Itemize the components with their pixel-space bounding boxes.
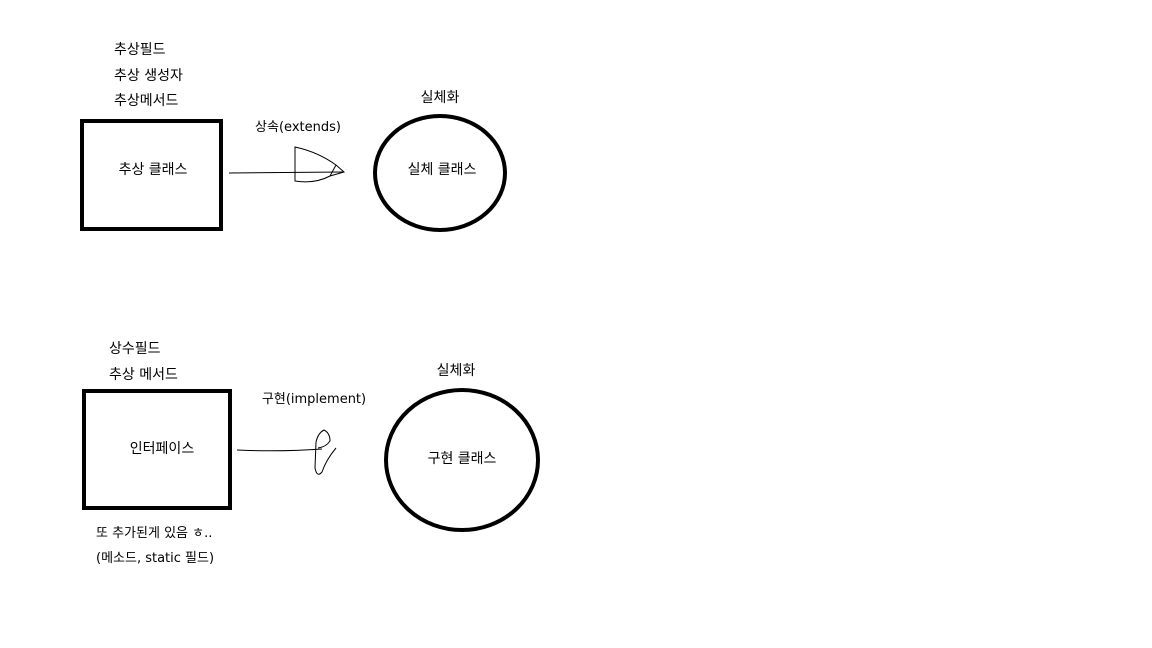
implement-arrowhead bbox=[314, 429, 337, 475]
interface-box bbox=[82, 389, 232, 510]
top-realization-title: 실체화 bbox=[420, 90, 460, 106]
abstract-method-label: 추상메서드 bbox=[114, 93, 179, 109]
note-line-1: 또 추가된게 있음 ㅎ.. bbox=[96, 526, 213, 541]
concrete-class-circle bbox=[373, 114, 507, 232]
implement-label: 구현(implement) bbox=[261, 392, 367, 407]
constant-field-label: 상수필드 bbox=[109, 341, 161, 357]
bottom-realization-title: 실체화 bbox=[436, 363, 476, 379]
interface-label: 인터페이스 bbox=[129, 441, 195, 457]
concrete-class-label: 실체 클래스 bbox=[407, 162, 477, 178]
implementation-class-circle bbox=[384, 388, 540, 532]
extends-label: 상속(extends) bbox=[255, 120, 341, 135]
note-line-2: (메소드, static 필드) bbox=[96, 551, 215, 566]
abstract-class-box bbox=[80, 119, 223, 231]
abstract-field-label: 추상필드 bbox=[114, 42, 166, 58]
extends-arrow-line bbox=[228, 171, 344, 174]
abstract-constructor-label: 추상 생성자 bbox=[114, 68, 183, 84]
interface-abstract-method-label: 추상 메서드 bbox=[109, 367, 178, 383]
implement-arrow-line bbox=[236, 448, 323, 452]
abstract-class-label: 추상 클래스 bbox=[118, 162, 188, 178]
implementation-class-label: 구현 클래스 bbox=[427, 451, 497, 467]
extends-arrowhead bbox=[294, 146, 346, 183]
